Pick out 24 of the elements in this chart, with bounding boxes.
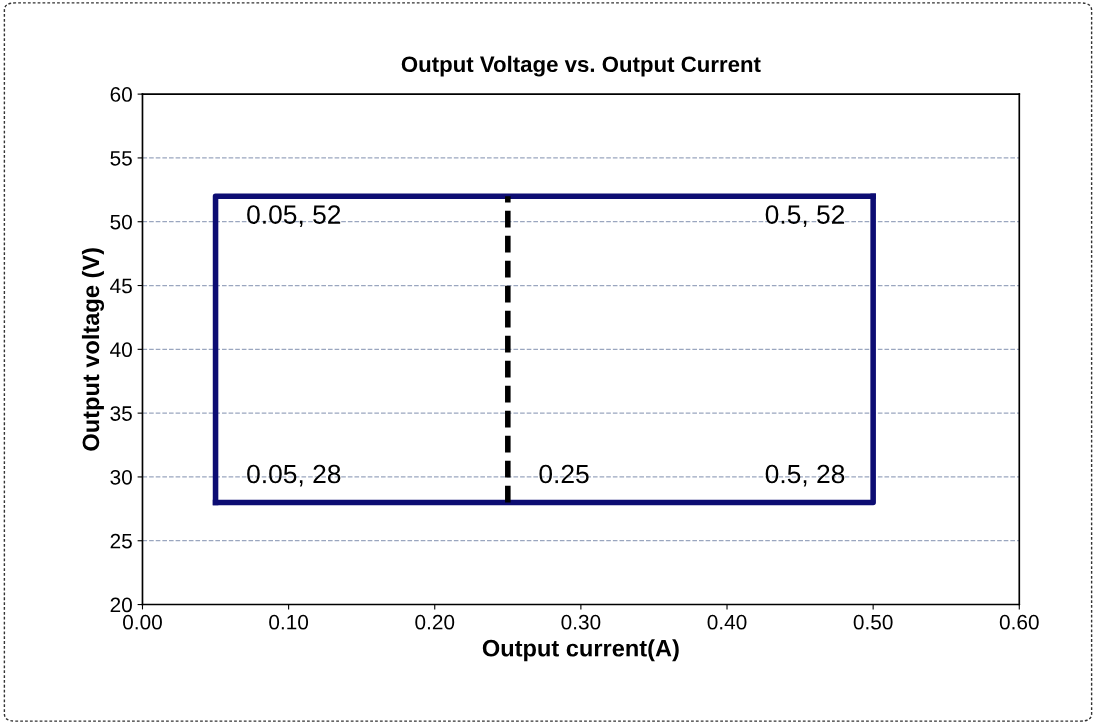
y-tick-label: 50 xyxy=(110,214,132,230)
x-tick-label: 0.60 xyxy=(999,614,1039,630)
y-tick-label: 60 xyxy=(110,87,132,102)
x-tick-label: 0.00 xyxy=(123,614,162,630)
x-axis-title: Output current(A) xyxy=(482,639,679,662)
y-tick-label: 55 xyxy=(110,151,132,166)
x-tick-label: 0.50 xyxy=(853,614,893,630)
annotation: 0.5, 28 xyxy=(765,464,845,487)
y-tick-label: 20 xyxy=(110,597,132,613)
x-tick-label: 0.20 xyxy=(415,614,455,630)
annotation: 0.05, 52 xyxy=(247,205,341,228)
y-tick-label: 35 xyxy=(110,406,132,421)
y-tick-label: 30 xyxy=(110,469,132,485)
y-tick-label: 25 xyxy=(110,533,132,549)
x-tick-label: 0.30 xyxy=(561,614,601,630)
annotation: 0.25 xyxy=(539,464,589,484)
y-tick-label: 40 xyxy=(110,342,132,358)
x-tick-label: 0.10 xyxy=(269,614,309,630)
annotation: 0.05, 28 xyxy=(247,464,341,487)
chart-title: Output Voltage vs. Output Current xyxy=(401,55,761,77)
y-tick-label: 45 xyxy=(110,278,132,294)
annotation: 0.5, 52 xyxy=(765,205,845,228)
x-tick-label: 0.40 xyxy=(707,614,747,630)
y-axis-title: Output voltage (V) xyxy=(81,248,105,451)
